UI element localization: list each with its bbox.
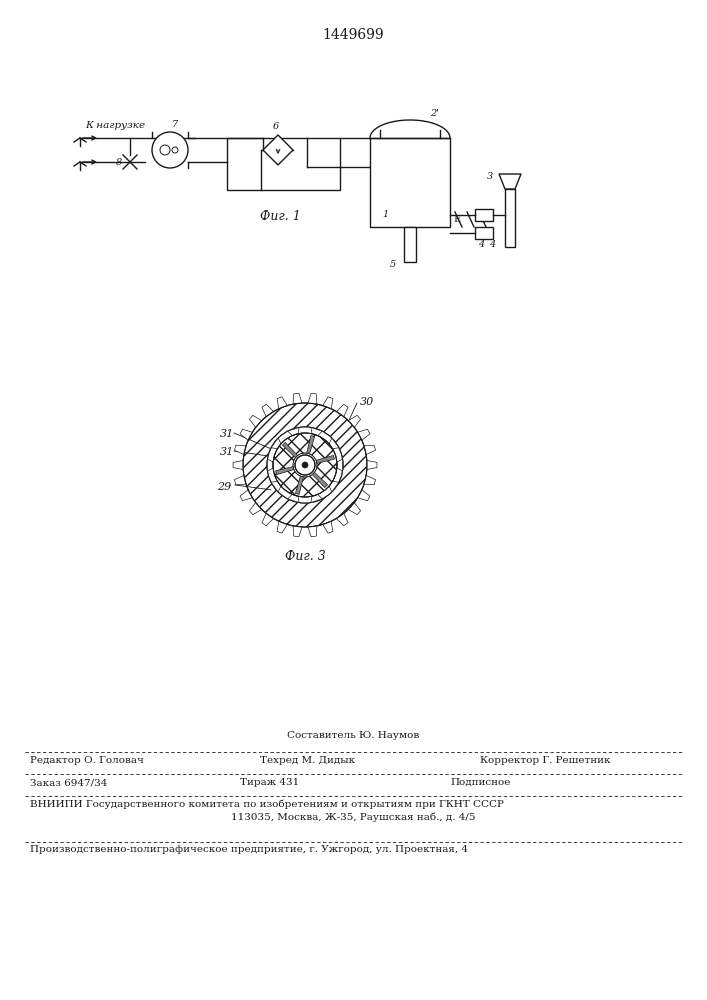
Polygon shape bbox=[329, 438, 339, 449]
Text: 29: 29 bbox=[217, 482, 231, 492]
Polygon shape bbox=[364, 445, 375, 455]
Circle shape bbox=[302, 462, 308, 468]
Text: ВНИИПИ Государственного комитета по изобретениям и открытиям при ГКНТ СССР: ВНИИПИ Государственного комитета по изоб… bbox=[30, 800, 504, 809]
Polygon shape bbox=[235, 445, 246, 455]
Polygon shape bbox=[364, 475, 375, 485]
Polygon shape bbox=[277, 397, 287, 409]
Text: 3: 3 bbox=[487, 172, 493, 181]
Text: Составитель Ю. Наумов: Составитель Ю. Наумов bbox=[287, 731, 419, 740]
Text: 4: 4 bbox=[478, 240, 484, 249]
Polygon shape bbox=[235, 475, 246, 485]
Polygon shape bbox=[349, 503, 361, 515]
Polygon shape bbox=[271, 481, 281, 492]
Polygon shape bbox=[250, 415, 262, 427]
Polygon shape bbox=[296, 476, 303, 494]
Text: 1449699: 1449699 bbox=[322, 28, 384, 42]
Polygon shape bbox=[262, 513, 274, 526]
Polygon shape bbox=[499, 174, 521, 189]
Polygon shape bbox=[271, 438, 281, 449]
Polygon shape bbox=[329, 481, 339, 492]
Polygon shape bbox=[337, 404, 348, 417]
Text: Производственно-полиграфическое предприятие, г. Ужгород, ул. Проектная, 4: Производственно-полиграфическое предприя… bbox=[30, 845, 468, 854]
Text: 30: 30 bbox=[360, 397, 374, 407]
Polygon shape bbox=[293, 393, 302, 404]
Bar bbox=[475, 209, 493, 221]
Text: 7: 7 bbox=[172, 120, 178, 129]
Text: 1: 1 bbox=[382, 210, 388, 219]
Bar bbox=[505, 189, 515, 247]
Polygon shape bbox=[337, 513, 348, 526]
Circle shape bbox=[152, 132, 188, 168]
Text: 6: 6 bbox=[273, 122, 279, 131]
Polygon shape bbox=[358, 490, 370, 501]
Polygon shape bbox=[277, 521, 287, 533]
Polygon shape bbox=[322, 521, 333, 533]
Polygon shape bbox=[337, 459, 342, 471]
Polygon shape bbox=[349, 415, 361, 427]
Text: Тираж 431: Тираж 431 bbox=[240, 778, 299, 787]
Text: 113035, Москва, Ж-35, Раушская наб., д. 4/5: 113035, Москва, Ж-35, Раушская наб., д. … bbox=[230, 812, 475, 822]
Text: 5: 5 bbox=[390, 260, 396, 269]
Polygon shape bbox=[263, 135, 293, 165]
Text: E: E bbox=[453, 215, 460, 224]
Circle shape bbox=[267, 427, 343, 503]
Polygon shape bbox=[288, 427, 299, 436]
Polygon shape bbox=[307, 436, 315, 454]
Polygon shape bbox=[311, 494, 322, 503]
Polygon shape bbox=[358, 429, 370, 440]
Polygon shape bbox=[322, 397, 333, 409]
Polygon shape bbox=[293, 526, 302, 537]
Text: Техред М. Дидык: Техред М. Дидык bbox=[260, 756, 355, 765]
Polygon shape bbox=[240, 490, 252, 501]
Text: Редактор О. Головач: Редактор О. Головач bbox=[30, 756, 144, 765]
Text: К нагрузке: К нагрузке bbox=[85, 121, 145, 130]
Bar bbox=[404, 227, 416, 262]
Text: 4: 4 bbox=[489, 240, 495, 249]
Polygon shape bbox=[240, 429, 252, 440]
Polygon shape bbox=[276, 467, 294, 475]
Text: 31: 31 bbox=[220, 429, 234, 439]
Polygon shape bbox=[282, 442, 298, 458]
Polygon shape bbox=[267, 459, 273, 471]
Circle shape bbox=[295, 455, 315, 475]
Text: Фиг. 1: Фиг. 1 bbox=[259, 210, 300, 223]
Text: Подписное: Подписное bbox=[450, 778, 510, 787]
Polygon shape bbox=[233, 461, 243, 469]
Text: Корректор Г. Решетник: Корректор Г. Решетник bbox=[480, 756, 611, 765]
Polygon shape bbox=[367, 461, 377, 469]
Text: 2': 2' bbox=[430, 109, 439, 118]
Polygon shape bbox=[288, 494, 299, 503]
Polygon shape bbox=[308, 526, 317, 537]
Polygon shape bbox=[316, 455, 334, 463]
Polygon shape bbox=[250, 503, 262, 515]
Polygon shape bbox=[308, 393, 317, 404]
Text: Заказ 6947/34: Заказ 6947/34 bbox=[30, 778, 107, 787]
Text: 31: 31 bbox=[220, 447, 234, 457]
Polygon shape bbox=[262, 404, 274, 417]
Polygon shape bbox=[312, 472, 327, 488]
Polygon shape bbox=[311, 427, 322, 436]
Text: Фиг. 3: Фиг. 3 bbox=[285, 550, 325, 563]
Bar bbox=[475, 227, 493, 239]
Bar bbox=[227, 138, 340, 190]
Text: 8: 8 bbox=[116, 158, 122, 167]
Bar bbox=[370, 138, 450, 227]
